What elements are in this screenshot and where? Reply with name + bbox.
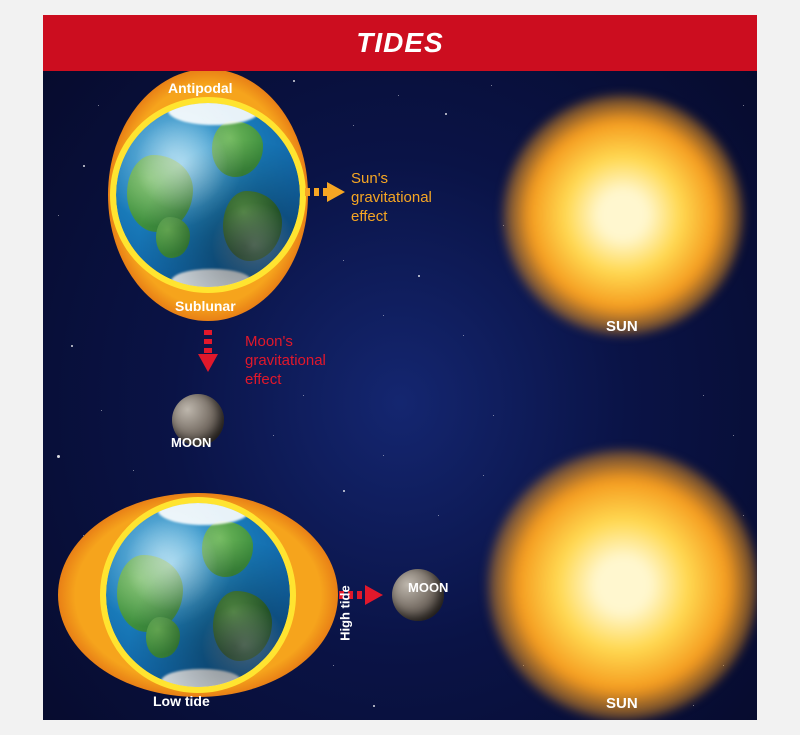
title-text: TIDES	[356, 27, 443, 59]
star	[303, 395, 304, 396]
earth-1	[116, 103, 300, 287]
label-moon_effect: Moon's gravitational effect	[245, 333, 326, 389]
label-high_tide: High tide	[338, 585, 354, 641]
star	[333, 665, 334, 666]
sun-1	[503, 95, 743, 335]
earth-2	[106, 503, 290, 687]
star	[383, 315, 384, 316]
star	[98, 105, 99, 106]
star	[293, 80, 295, 82]
star	[693, 705, 694, 706]
sun-2	[488, 450, 757, 720]
star	[58, 215, 59, 216]
star	[438, 515, 439, 516]
star	[491, 85, 492, 86]
star	[343, 260, 344, 261]
title-bar: TIDES	[43, 15, 757, 71]
label-moon1: MOON	[171, 435, 211, 451]
star	[373, 705, 375, 707]
star	[383, 455, 384, 456]
star	[463, 335, 464, 336]
star	[343, 490, 345, 492]
star	[483, 475, 484, 476]
diagram-canvas: TIDES Antipodal Sublunar Sun's gravitation…	[43, 15, 757, 720]
star	[445, 113, 447, 115]
star	[703, 395, 704, 396]
label-sublunar: Sublunar	[175, 298, 236, 316]
label-antipodal: Antipodal	[168, 80, 233, 98]
star	[733, 435, 734, 436]
star	[57, 455, 60, 458]
star	[418, 275, 420, 277]
star	[353, 125, 354, 126]
star	[83, 165, 85, 167]
label-sun_effect: Sun's gravitational effect	[351, 170, 432, 226]
star	[743, 515, 744, 516]
label-moon2: MOON	[408, 580, 448, 596]
label-low_tide: Low tide	[153, 693, 210, 711]
star	[133, 470, 134, 471]
star	[743, 105, 744, 106]
star	[493, 415, 494, 416]
star	[71, 345, 73, 347]
label-sun1: SUN	[606, 318, 638, 337]
star	[273, 435, 274, 436]
label-sun2: SUN	[606, 695, 638, 714]
star	[398, 95, 399, 96]
star	[101, 410, 102, 411]
